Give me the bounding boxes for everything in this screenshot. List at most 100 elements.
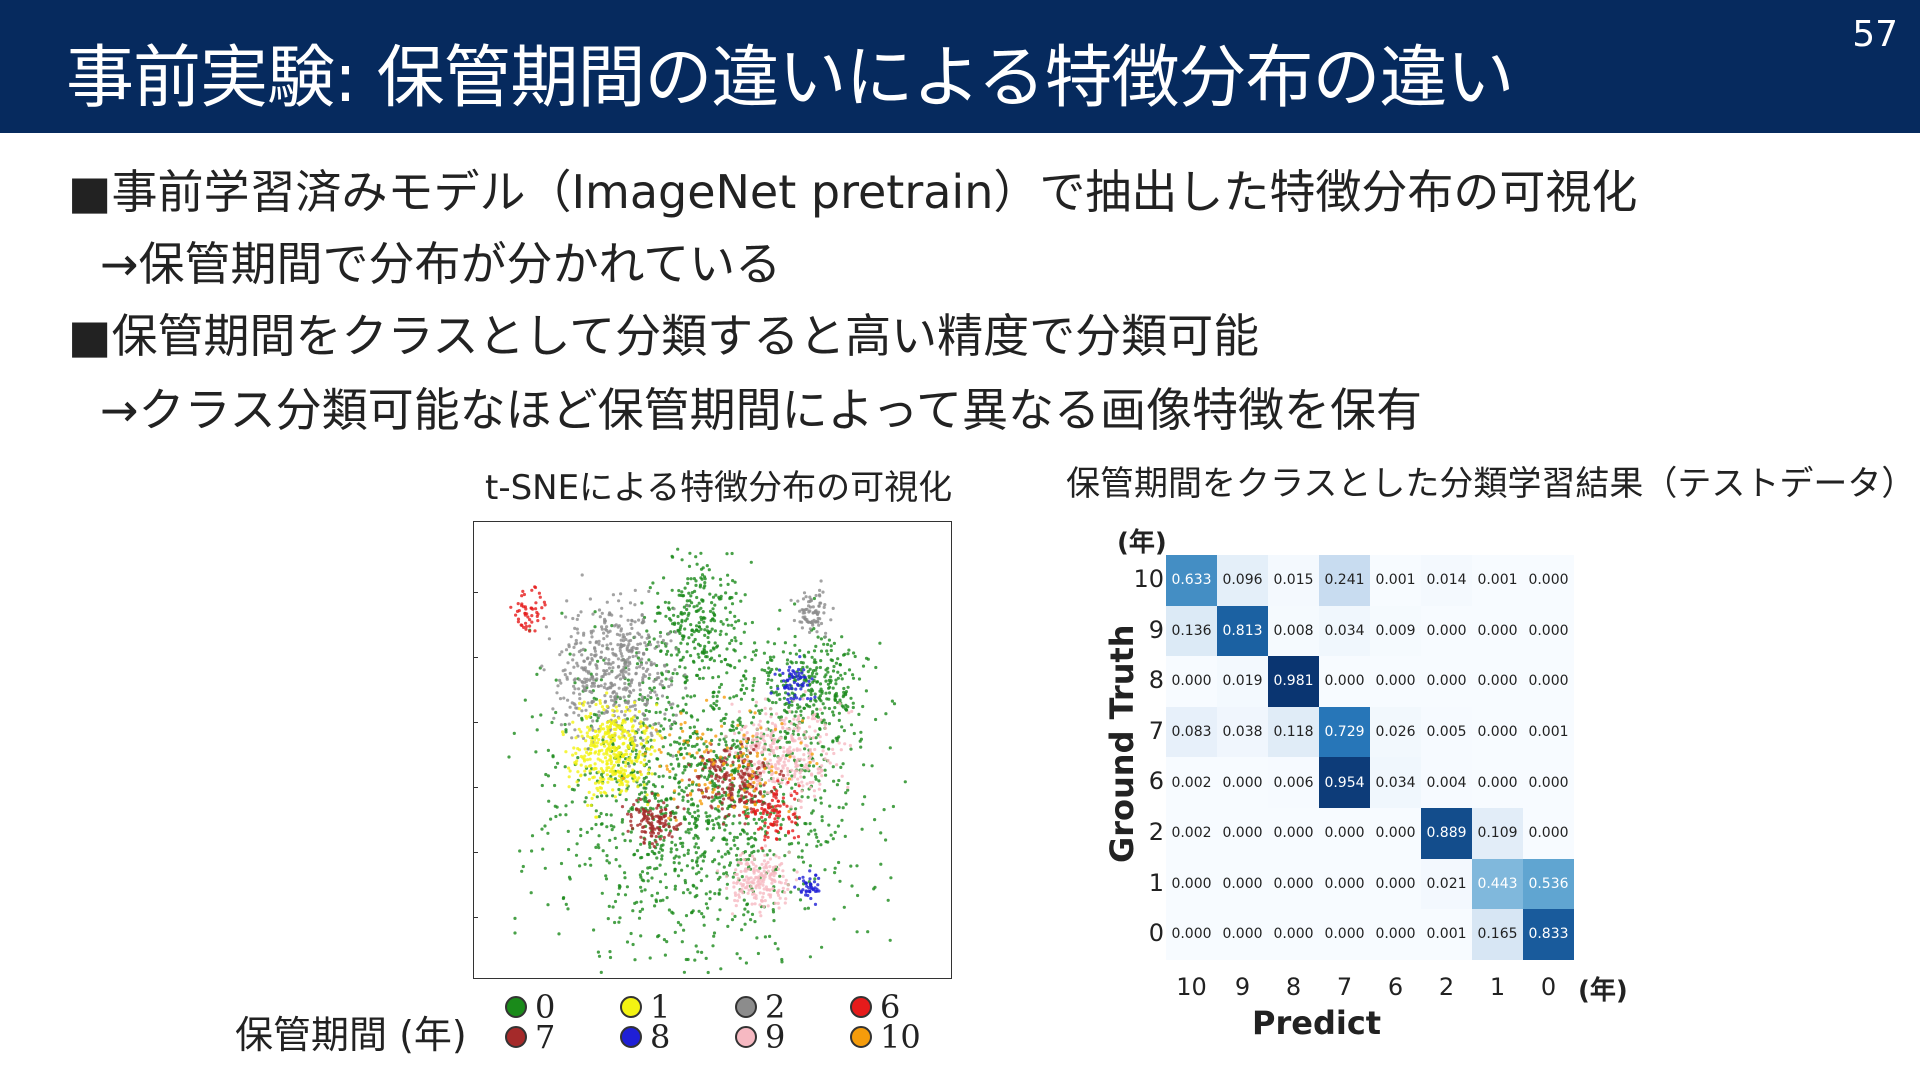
bullet-classification-accuracy: ■保管期間をクラスとして分類すると高い精度で分類可能 (68, 309, 1260, 363)
matrix-cell: 0.000 (1319, 858, 1370, 910)
y-tick (474, 592, 478, 593)
matrix-cell: 0.000 (1166, 909, 1217, 960)
matrix-cell: 0.004 (1421, 757, 1472, 808)
matrix-cell: 0.000 (1319, 807, 1370, 859)
matrix-cell: 0.001 (1523, 706, 1574, 758)
matrix-cell: 0.019 (1217, 656, 1268, 707)
legend-item-2: 2 (735, 988, 785, 1026)
matrix-cell: 0.000 (1217, 858, 1268, 910)
matrix-cell: 0.000 (1268, 807, 1319, 859)
legend-label: 6 (880, 988, 901, 1026)
y-axis-unit: (年) (1117, 528, 1167, 558)
x-tick-label: 8 (1285, 973, 1302, 1001)
matrix-cell: 0.001 (1472, 555, 1523, 606)
matrix-cell: 0.833 (1523, 909, 1574, 960)
matrix-cell: 0.026 (1370, 706, 1421, 758)
matrix-cell: 0.005 (1421, 706, 1472, 758)
legend-dot-icon (505, 996, 527, 1018)
legend-item-1: 1 (620, 988, 670, 1026)
legend-item-10: 10 (850, 1018, 921, 1056)
x-tick-label: 7 (1336, 973, 1353, 1001)
matrix-cell: 0.000 (1370, 656, 1421, 707)
matrix-cell: 0.000 (1217, 909, 1268, 960)
matrix-cell: 0.083 (1166, 706, 1217, 758)
matrix-cell: 0.000 (1268, 858, 1319, 910)
matrix-cell: 0.038 (1217, 706, 1268, 758)
y-tick-label: 8 (1148, 666, 1164, 695)
legend-label: 10 (880, 1018, 921, 1056)
matrix-cell: 0.241 (1319, 555, 1370, 606)
legend-dot-icon (505, 1026, 527, 1048)
matrix-cell: 0.001 (1370, 555, 1421, 606)
x-tick-label: 2 (1438, 973, 1455, 1001)
confusion-matrix: (年) Ground Truth 10 9 8 7 6 2 1 0 0.633 0.096 0.0… (1080, 520, 1640, 1042)
legend-item-9: 9 (735, 1018, 785, 1056)
confusion-matrix-caption: 保管期間をクラスとした分類学習結果（テストデータ） (1066, 464, 1916, 504)
legend-dot-icon (850, 996, 872, 1018)
y-tick-label: 0 (1148, 919, 1164, 948)
matrix-cell: 0.443 (1472, 858, 1523, 910)
y-tick-label: 2 (1148, 818, 1164, 846)
matrix-cell: 0.000 (1319, 656, 1370, 707)
matrix-cell: 0.000 (1370, 807, 1421, 859)
matrix-cell: 0.000 (1166, 656, 1217, 707)
legend-dot-icon (850, 1026, 872, 1048)
matrix-cell: 0.014 (1421, 555, 1472, 606)
y-tick (474, 787, 478, 788)
y-tick-label: 6 (1148, 767, 1164, 796)
tsne-caption: t-SNEによる特徴分布の可視化 (485, 468, 953, 508)
y-tick (474, 657, 478, 658)
legend-dot-icon (735, 1026, 757, 1048)
matrix-cell: 0.000 (1217, 757, 1268, 808)
matrix-cell: 0.000 (1472, 605, 1523, 657)
legend-dot-icon (620, 996, 642, 1018)
matrix-cell: 0.096 (1217, 555, 1268, 606)
y-tick (474, 852, 478, 853)
tsne-scatter (507, 547, 907, 975)
matrix-cell: 0.008 (1268, 605, 1319, 657)
matrix-cell: 0.536 (1523, 858, 1574, 910)
slide-header: 事前実験: 保管期間の違いによる特徴分布の違い 57 (0, 0, 1920, 133)
x-tick-label: 10 (1176, 973, 1207, 1001)
matrix-cell: 0.000 (1268, 909, 1319, 960)
matrix-cell: 0.000 (1319, 909, 1370, 960)
y-tick (474, 917, 478, 918)
matrix-cell: 0.009 (1370, 605, 1421, 657)
slide-title: 事前実験: 保管期間の違いによる特徴分布の違い (66, 39, 1514, 118)
matrix-cell: 0.034 (1370, 757, 1421, 808)
bullet-pretrain-visualization: ■事前学習済みモデル（ImageNet pretrain）で抽出した特徴分布の可… (68, 165, 1638, 219)
matrix-cell: 0.015 (1268, 555, 1319, 606)
matrix-cell: 0.002 (1166, 757, 1217, 808)
bullet-sub-distribution-separated: →保管期間で分布が分かれている (100, 237, 782, 291)
y-tick (474, 722, 478, 723)
matrix-cell: 0.729 (1319, 706, 1370, 758)
x-axis-title: Predict (1252, 1004, 1382, 1042)
matrix-cell: 0.165 (1472, 909, 1523, 960)
matrix-cell: 0.109 (1472, 807, 1523, 859)
tsne-plot (473, 521, 952, 979)
matrix-cell: 0.000 (1523, 555, 1574, 606)
legend-label: 7 (535, 1018, 556, 1056)
matrix-cell: 0.633 (1166, 555, 1217, 606)
x-tick-label: 6 (1387, 973, 1404, 1001)
matrix-cell: 0.889 (1421, 807, 1472, 859)
x-tick-label: 9 (1234, 973, 1251, 1001)
tsne-legend: 保管期間 (年) 0 1 2 6 7 8 9 10 (235, 980, 935, 1080)
legend-item-0: 0 (505, 988, 555, 1026)
matrix-cell: 0.000 (1523, 656, 1574, 707)
matrix-cell: 0.981 (1268, 656, 1319, 707)
matrix-cell: 0.000 (1370, 858, 1421, 910)
legend-item-6: 6 (850, 988, 900, 1026)
matrix-cell: 0.002 (1166, 807, 1217, 859)
x-axis-unit: (年) (1578, 976, 1628, 1006)
matrix-cell: 0.000 (1523, 605, 1574, 657)
matrix-cell: 0.000 (1472, 706, 1523, 758)
matrix-cell: 0.000 (1370, 909, 1421, 960)
matrix-cell: 0.136 (1166, 605, 1217, 657)
confusion-matrix-grid: 0.633 0.096 0.015 0.241 0.001 0.014 0.001 0.000… (1166, 555, 1574, 960)
matrix-cell: 0.000 (1523, 757, 1574, 808)
matrix-cell: 0.001 (1421, 909, 1472, 960)
legend-item-7: 7 (505, 1018, 555, 1056)
y-tick-label: 10 (1133, 565, 1164, 593)
page-number: 57 (1852, 14, 1898, 55)
